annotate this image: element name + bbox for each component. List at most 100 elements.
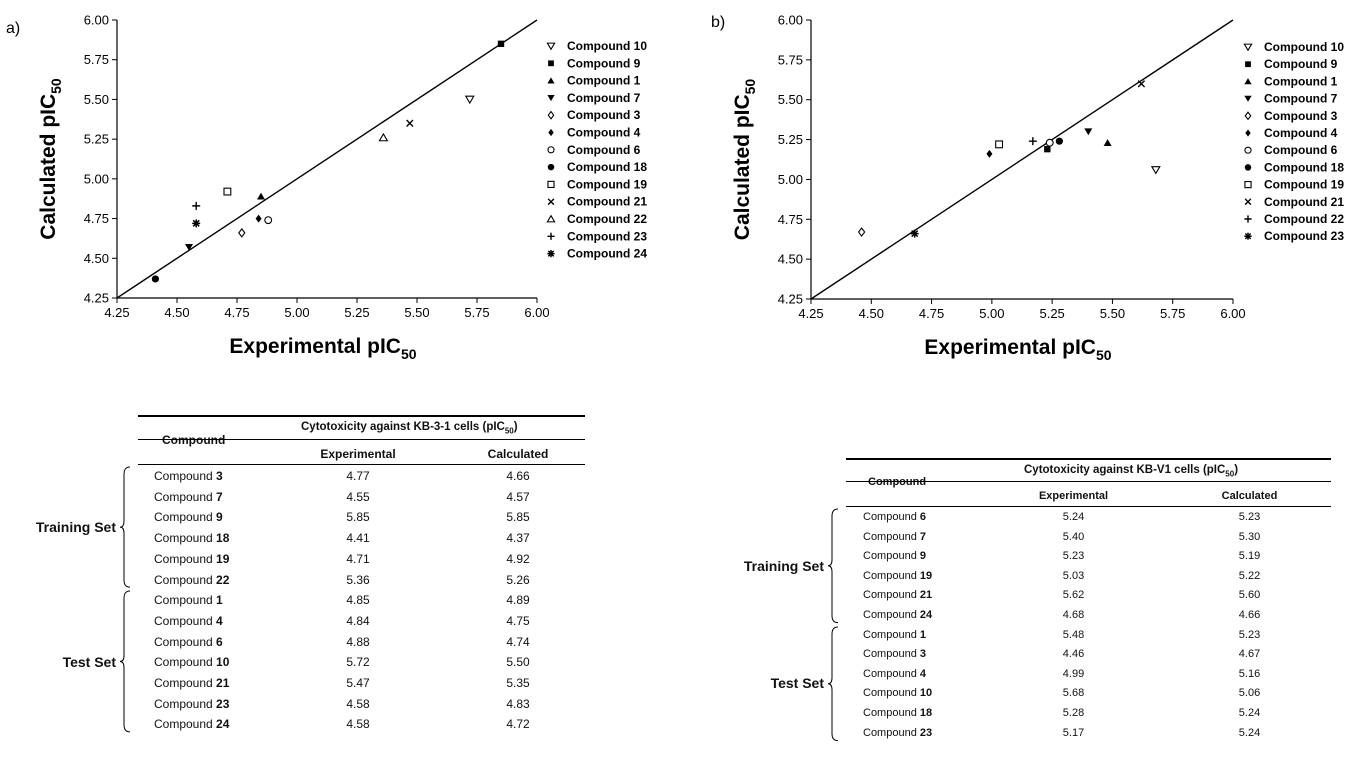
y-tick-label: 4.75 — [84, 211, 109, 226]
data-point — [185, 243, 193, 251]
compound-cell: Compound 7 — [863, 530, 926, 543]
calculated-value: 5.30 — [1238, 530, 1261, 543]
compound-cell: Compound 22 — [154, 572, 230, 587]
compound-cell: Compound 1 — [154, 593, 223, 608]
compound-cell: Compound 18 — [863, 707, 933, 719]
y-tick-label: 6.00 — [84, 13, 109, 28]
x-tick-label: 5.75 — [1160, 306, 1185, 321]
data-point — [257, 192, 265, 200]
calculated-value: 4.37 — [506, 531, 530, 546]
legend-marker — [1244, 215, 1252, 223]
legend-marker — [547, 110, 555, 120]
legend-marker — [547, 77, 555, 84]
legend-entry: Compound 7 — [567, 91, 641, 105]
header-experimental: Experimental — [1038, 490, 1109, 502]
experimental-value: 4.46 — [1062, 648, 1085, 661]
data-point — [192, 201, 201, 210]
compound-cell: Compound 24 — [863, 609, 933, 621]
y-tick-label: 6.00 — [778, 13, 803, 28]
legend-entry: Compound 6 — [567, 143, 641, 157]
data-point — [238, 227, 246, 238]
legend-marker — [1244, 232, 1252, 240]
y-tick-label: 5.50 — [84, 92, 109, 107]
legend-entry: Compound 6 — [1264, 143, 1338, 157]
calculated-value: 5.22 — [1238, 569, 1261, 582]
experimental-value: 4.41 — [346, 531, 370, 546]
legend-marker — [1245, 129, 1251, 137]
calculated-value: 5.85 — [506, 510, 530, 525]
legend-entry: Compound 23 — [567, 229, 647, 243]
x-tick-label: 5.75 — [464, 305, 489, 320]
set-brace — [827, 508, 839, 624]
x-tick-label: 4.50 — [164, 305, 189, 320]
compound-cell: Compound 3 — [154, 469, 223, 483]
legend-entry: Compound 1 — [1264, 74, 1338, 88]
legend-entry: Compound 22 — [1264, 212, 1344, 226]
compound-cell: Compound 23 — [863, 726, 933, 739]
experimental-value: 5.40 — [1062, 530, 1085, 543]
legend-entry: Compound 18 — [1264, 160, 1344, 174]
experimental-value: 4.58 — [346, 696, 370, 711]
y-tick-label: 4.75 — [778, 212, 803, 227]
legend-marker — [1244, 198, 1252, 206]
experimental-value: 5.28 — [1062, 707, 1085, 719]
legend-marker — [1244, 180, 1252, 189]
scatter-plot-a: a) 4.254.25 4.50 4.50 4.75 4.75 5.00 5.00 5.25 5.… — [6, 13, 647, 363]
header-compound: Compound — [162, 433, 226, 447]
y-tick-label: 5.00 — [84, 171, 109, 186]
compound-cell: Compound 6 — [863, 511, 926, 523]
set-label: Training Set — [35, 519, 116, 536]
y-tick-label: 5.25 — [84, 132, 109, 147]
calculated-value: 5.24 — [1238, 707, 1261, 719]
data-point — [406, 119, 414, 127]
experimental-value: 4.77 — [346, 469, 370, 483]
calculated-value: 4.66 — [1238, 609, 1261, 621]
legend-entry: Compound 4 — [1264, 126, 1338, 140]
calculated-value: 4.72 — [506, 717, 530, 732]
calculated-value: 4.74 — [506, 634, 530, 649]
y-tick-label: 5.25 — [778, 132, 803, 147]
legend-entry: Compound 9 — [1264, 57, 1338, 71]
legend-entry: Compound 3 — [567, 108, 641, 122]
data-point — [1028, 137, 1037, 146]
compound-cell: Compound 4 — [863, 667, 926, 680]
identity-line — [810, 19, 1234, 300]
experimental-value: 5.17 — [1062, 726, 1085, 739]
calculated-value: 5.60 — [1238, 589, 1261, 602]
compound-cell: Compound 21 — [154, 676, 230, 690]
x-tick-label: 5.25 — [1039, 306, 1064, 321]
x-tick-label: 6.00 — [524, 305, 549, 320]
compound-cell: Compound 24 — [154, 717, 230, 732]
header-group: Cytotoxicity against KB-3-1 cells (pIC50… — [301, 421, 518, 436]
legend-marker — [1243, 43, 1253, 52]
legend-entry: Compound 21 — [567, 195, 647, 209]
legend-entry: Compound 24 — [567, 247, 647, 261]
y-tick-label: 5.00 — [778, 172, 803, 187]
header-group: Cytotoxicity against KB-V1 cells (pIC50) — [1024, 464, 1239, 479]
x-tick-label: 4.50 — [859, 306, 884, 321]
compound-cell: Compound 19 — [154, 551, 230, 566]
x-tick-label: 4.25 — [104, 305, 129, 320]
x-tick-label: 4.75 — [224, 305, 249, 320]
compound-cell: Compound 6 — [154, 634, 223, 649]
calculated-value: 4.66 — [506, 469, 530, 483]
legend-marker — [547, 232, 555, 240]
data-point — [986, 149, 993, 158]
legend-entry: Compound 7 — [1264, 92, 1338, 106]
legend-marker — [1244, 78, 1252, 85]
compound-cell: Compound 23 — [154, 696, 230, 711]
experimental-value: 5.47 — [346, 676, 370, 690]
calculated-value: 5.26 — [506, 572, 530, 587]
header-calculated: Calculated — [1221, 490, 1278, 502]
compound-cell: Compound 18 — [154, 531, 230, 546]
x-tick-label: 5.50 — [1100, 306, 1125, 321]
y-tick-label: 5.50 — [778, 92, 803, 107]
legend-entry: Compound 4 — [567, 126, 641, 140]
legend-marker — [1244, 95, 1252, 102]
x-axis-title: Experimental pIC50 — [924, 336, 1111, 363]
experimental-value: 5.68 — [1062, 687, 1085, 700]
legend-marker — [547, 163, 555, 171]
y-tick-label: 4.50 — [84, 251, 109, 266]
experimental-value: 5.48 — [1062, 628, 1085, 641]
legend-entry: Compound 1 — [567, 74, 641, 88]
